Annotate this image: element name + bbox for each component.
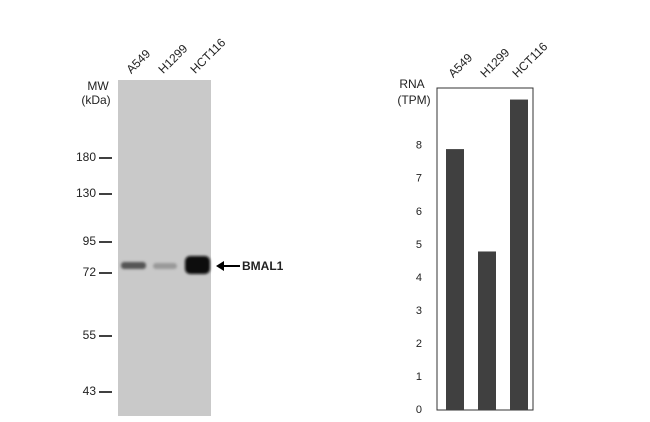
y-tick-label: 7 — [416, 173, 422, 185]
mw-unit: (kDa) — [81, 93, 110, 107]
marker-label: 130 — [76, 186, 96, 200]
bar — [510, 99, 528, 411]
marker-label: 180 — [76, 150, 96, 164]
band-hct116 — [185, 256, 210, 274]
y-axis-label: RNA — [399, 77, 424, 91]
mw-label: MW — [87, 79, 109, 93]
y-tick-label: 6 — [416, 206, 422, 218]
y-tick-label: 3 — [416, 305, 422, 317]
marker-label: 43 — [83, 384, 97, 398]
marker-label: 95 — [83, 234, 97, 248]
y-tick-label: 2 — [416, 338, 422, 350]
y-tick-label: 1 — [416, 371, 422, 383]
y-tick-label: 8 — [416, 140, 422, 152]
marker-label: 72 — [83, 265, 97, 279]
band-h1299 — [153, 263, 177, 269]
lane-label: H1299 — [155, 41, 190, 76]
lane-label: HCT116 — [187, 35, 228, 76]
band-a549 — [121, 262, 146, 269]
y-tick-label: 5 — [416, 239, 422, 251]
x-tick-label: HCT116 — [509, 39, 550, 80]
y-tick-label: 0 — [416, 404, 422, 416]
marker-label: 55 — [83, 328, 97, 342]
bar — [478, 251, 496, 410]
x-tick-label: A549 — [445, 50, 475, 80]
band-label: BMAL1 — [242, 259, 284, 273]
y-tick-label: 4 — [416, 272, 422, 284]
blot-membrane — [118, 80, 211, 416]
bar — [446, 149, 464, 410]
y-axis-label: (TPM) — [397, 93, 430, 107]
x-tick-label: H1299 — [477, 45, 512, 80]
arrow-head — [216, 261, 224, 271]
lane-label: A549 — [123, 46, 153, 76]
